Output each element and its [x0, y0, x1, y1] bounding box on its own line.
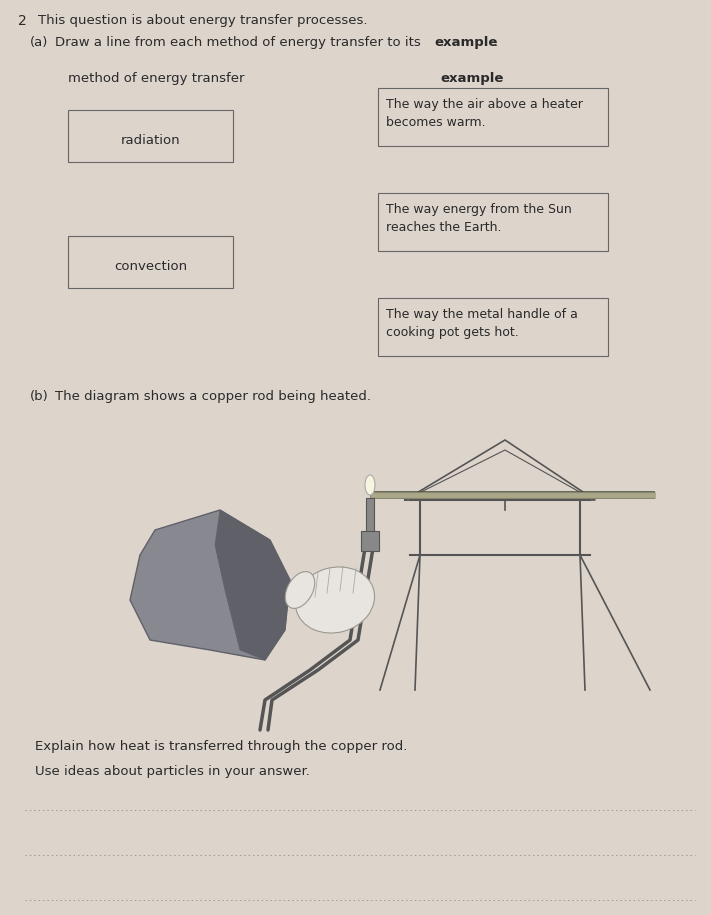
Ellipse shape — [365, 475, 375, 495]
Text: This question is about energy transfer processes.: This question is about energy transfer p… — [38, 14, 368, 27]
Text: method of energy transfer: method of energy transfer — [68, 72, 245, 85]
Text: Draw a line from each method of energy transfer to its: Draw a line from each method of energy t… — [55, 36, 425, 49]
Text: .: . — [494, 36, 498, 49]
Text: radiation: radiation — [121, 134, 181, 146]
Bar — [366, 498, 374, 533]
Polygon shape — [130, 510, 290, 660]
Text: (b): (b) — [30, 390, 49, 403]
Text: (a): (a) — [30, 36, 48, 49]
Polygon shape — [215, 510, 290, 660]
Text: Use ideas about particles in your answer.: Use ideas about particles in your answer… — [35, 765, 310, 778]
Text: convection: convection — [114, 260, 187, 273]
Bar — [68, 110, 233, 162]
Bar — [68, 236, 233, 288]
Text: example: example — [440, 72, 503, 85]
Bar — [378, 193, 608, 251]
Text: The diagram shows a copper rod being heated.: The diagram shows a copper rod being hea… — [55, 390, 371, 403]
Ellipse shape — [296, 567, 375, 633]
Text: 2: 2 — [18, 14, 27, 28]
Text: The way energy from the Sun
reaches the Earth.: The way energy from the Sun reaches the … — [386, 203, 572, 234]
Text: The way the air above a heater
becomes warm.: The way the air above a heater becomes w… — [386, 98, 583, 129]
Text: example: example — [434, 36, 498, 49]
Text: Explain how heat is transferred through the copper rod.: Explain how heat is transferred through … — [35, 740, 407, 753]
Bar — [378, 298, 608, 356]
Ellipse shape — [285, 572, 315, 608]
Bar — [378, 88, 608, 146]
Text: The way the metal handle of a
cooking pot gets hot.: The way the metal handle of a cooking po… — [386, 308, 578, 339]
Bar — [361, 531, 379, 551]
